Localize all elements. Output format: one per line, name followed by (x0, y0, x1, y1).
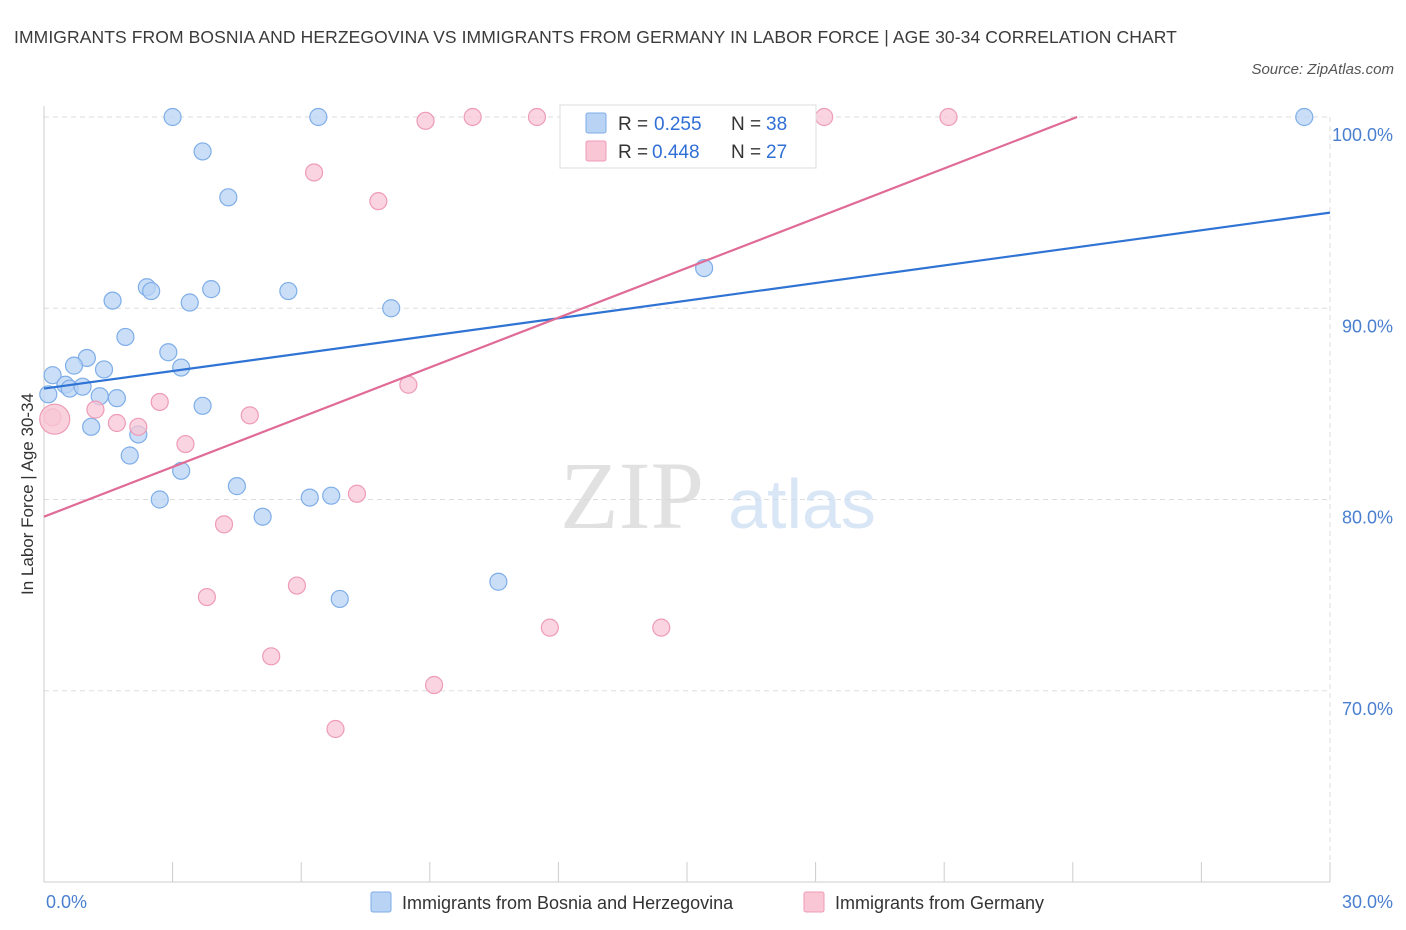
bosnia-point-4 (219, 188, 238, 207)
x-axis-ticks (43, 862, 1331, 882)
bottom-legend-swatch-blue (370, 891, 392, 913)
watermark: ZIP atlas (560, 442, 876, 549)
trendlines (43, 115, 1331, 518)
bosnia-point-13 (116, 327, 135, 347)
germany-point-14 (107, 413, 126, 433)
bosnia-point-16 (64, 356, 84, 375)
bosnia-point-17 (172, 358, 191, 377)
watermark-atlas: atlas (728, 465, 876, 543)
germany-point-23 (262, 647, 281, 666)
germany-point-20 (197, 587, 216, 607)
x-tick-label-min: 0.0% (46, 892, 87, 912)
x-tick-label-max: 30.0% (1342, 892, 1393, 912)
germany-point-16 (176, 434, 195, 454)
germany-point-13 (240, 406, 259, 425)
bottom-legend: Immigrants from Bosnia and Herzegovina I… (370, 891, 1044, 913)
bosnia-point-8 (202, 280, 221, 299)
y-tick-label-90: 90.0% (1342, 316, 1393, 336)
bottom-legend-label-pink: Immigrants from Germany (835, 893, 1044, 913)
y-tick-label-70: 70.0% (1342, 699, 1393, 719)
bosnia-point-35 (253, 507, 272, 526)
bosnia-point-25 (107, 389, 126, 408)
source-label: Source: ZipAtlas.com (1251, 61, 1394, 78)
bosnia-point-9 (279, 281, 298, 301)
germany-point-7 (304, 163, 324, 182)
bosnia-point-34 (322, 486, 341, 505)
bosnia-point-1 (309, 107, 328, 127)
y-tick-label-80: 80.0% (1342, 508, 1393, 528)
legend-swatch-pink (585, 140, 607, 162)
watermark-zip: ZIP (560, 442, 704, 549)
legend-r-label-blue: R = (618, 114, 648, 135)
y-axis-title: In Labor Force | Age 30-34 (18, 393, 37, 595)
bosnia-point-33 (300, 488, 319, 507)
bosnia-point-10 (103, 291, 122, 310)
bosnia-point-7 (142, 281, 161, 301)
y-tick-label-100: 100.0% (1332, 125, 1393, 145)
legend-r-value-blue: 0.255 (654, 114, 702, 135)
germany-point-15 (129, 417, 148, 436)
germany-point-25 (326, 719, 345, 739)
bosnia-point-19 (43, 366, 62, 385)
germany-point-1 (527, 107, 547, 127)
bottom-legend-swatch-pink (803, 891, 825, 913)
germany-point-22 (652, 618, 671, 637)
bosnia-point-12 (382, 299, 401, 318)
legend-n-label-pink: N = (731, 142, 761, 163)
legend-r-label-pink: R = (618, 142, 648, 163)
germany-point-8 (369, 192, 388, 211)
bosnia-point-3 (193, 142, 212, 161)
germany-trendline (43, 115, 1078, 518)
germany-point-17 (347, 484, 367, 503)
germany-point-0 (463, 107, 482, 127)
bosnia-point-26 (193, 396, 212, 415)
germany-point-12 (150, 392, 169, 412)
bosnia-point-14 (159, 343, 178, 362)
germany-point-4 (815, 107, 834, 127)
legend-swatch-blue (585, 112, 607, 134)
bosnia-point-0 (163, 107, 182, 127)
bosnia-point-22 (73, 377, 92, 396)
bosnia-point-27 (82, 417, 101, 436)
bosnia-trendline (43, 211, 1331, 390)
legend: R = 0.255 N = 38 R = 0.448 N = 27 (559, 104, 817, 169)
bosnia-point-32 (150, 490, 169, 509)
bosnia-point-2 (1295, 107, 1314, 127)
bosnia-point-18 (94, 360, 114, 379)
y-tick-labels: 70.0% 80.0% 90.0% 100.0% (1332, 125, 1393, 719)
legend-r-value-pink: 0.448 (652, 142, 700, 163)
bosnia-point-29 (120, 446, 139, 465)
bottom-legend-label-blue: Immigrants from Bosnia and Herzegovina (402, 893, 734, 913)
germany-point-24 (424, 675, 444, 695)
series-germany-points (39, 107, 958, 739)
legend-n-label-blue: N = (731, 114, 761, 135)
germany-point-11 (86, 400, 105, 419)
germany-point-18 (214, 515, 234, 534)
germany-point-19 (287, 576, 307, 595)
legend-n-value-pink: 27 (766, 142, 787, 163)
bosnia-point-31 (227, 477, 246, 496)
germany-point-5 (939, 107, 958, 127)
legend-n-value-blue: 38 (766, 114, 787, 135)
bosnia-point-30 (172, 461, 191, 480)
chart-title: IMMIGRANTS FROM BOSNIA AND HERZEGOVINA V… (14, 27, 1177, 47)
bosnia-point-37 (330, 589, 349, 609)
bosnia-point-36 (489, 572, 508, 591)
germany-point-6 (416, 111, 435, 130)
bosnia-point-23 (39, 385, 58, 404)
germany-point-large (39, 403, 71, 435)
germany-point-21 (540, 618, 559, 637)
bosnia-point-11 (180, 293, 199, 312)
